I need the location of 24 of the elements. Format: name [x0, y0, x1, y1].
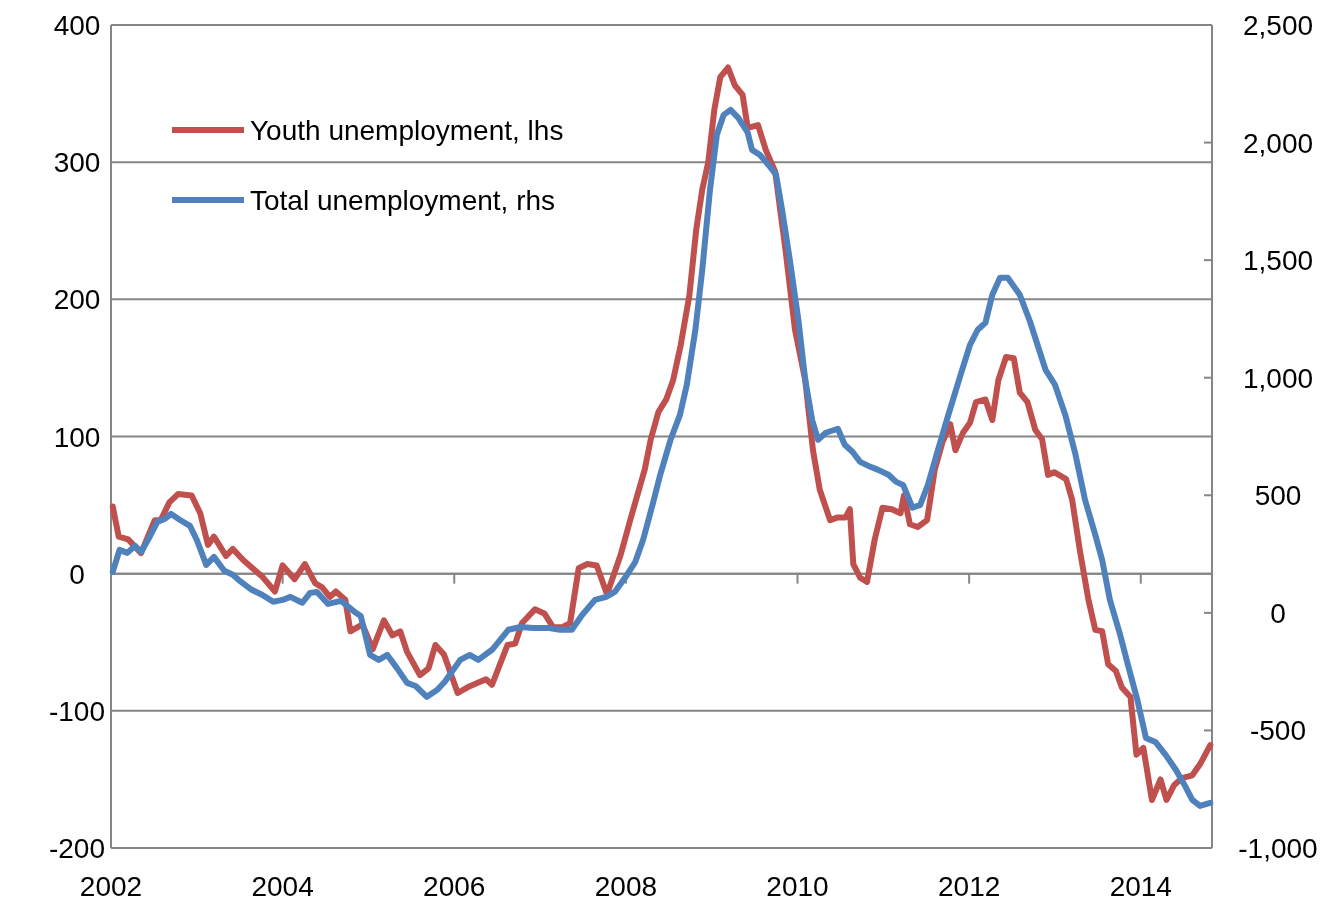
- x-tick-label: 2008: [594, 871, 658, 902]
- x-tick-label: 2014: [1109, 871, 1172, 902]
- legend-label: Youth unemployment, lhs: [250, 115, 564, 146]
- legend-label: Total unemployment, rhs: [250, 185, 556, 216]
- y-tick-label: 300: [53, 147, 101, 179]
- y2-tick-label: 1,000: [1242, 362, 1314, 394]
- y-tick-label: 200: [53, 284, 101, 316]
- x-tick-label: 2002: [79, 871, 143, 902]
- x-tick-label: 2012: [938, 871, 1001, 902]
- y2-tick-label: 0: [1270, 597, 1286, 629]
- y-tick-label: -100: [48, 695, 106, 727]
- y2-tick-label: -1,000: [1238, 833, 1318, 864]
- x-tick-label: 2006: [423, 871, 486, 902]
- y-tick-label: 100: [53, 421, 101, 453]
- x-tick-label: 2004: [251, 871, 314, 902]
- y2-tick-label: 2,000: [1242, 127, 1314, 159]
- x-tick-label: 2010: [766, 871, 829, 902]
- y2-tick-label: 2,500: [1242, 10, 1314, 41]
- y2-tick-label: 1,500: [1242, 245, 1314, 277]
- y-tick-label: -200: [48, 833, 106, 864]
- y2-tick-label: -500: [1249, 715, 1307, 747]
- y-tick-label: 0: [69, 558, 85, 590]
- y2-tick-label: 500: [1254, 480, 1302, 512]
- y-tick-label: 400: [53, 10, 101, 41]
